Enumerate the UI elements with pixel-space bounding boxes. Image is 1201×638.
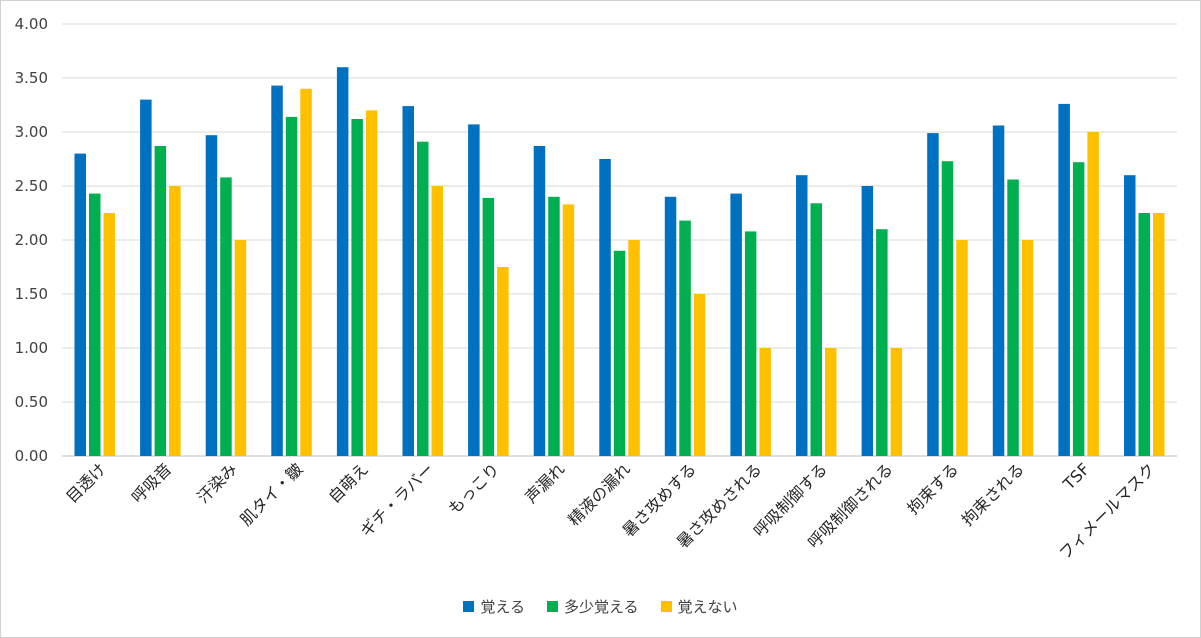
- legend-swatch-0: [463, 601, 475, 612]
- bar-0-14: [992, 125, 1005, 456]
- bar-2-3: [300, 88, 312, 457]
- bar-0-7: [533, 146, 546, 456]
- x-category-label: 声漏れ: [521, 459, 568, 506]
- bar-1-8: [613, 250, 626, 456]
- y-tick-label: 0.00: [15, 447, 48, 465]
- x-category-label: 精液の漏れ: [564, 459, 634, 529]
- bar-0-13: [927, 133, 939, 456]
- bar-1-15: [1072, 162, 1085, 456]
- x-category-label: 目透け: [62, 459, 109, 506]
- bar-0-2: [205, 135, 218, 456]
- bar-0-8: [599, 159, 611, 456]
- y-tick-label: 4.00: [15, 15, 48, 33]
- bar-1-7: [548, 196, 560, 457]
- x-category-label: もっこり: [444, 459, 503, 518]
- legend-label-1: 多少覚える: [563, 598, 639, 616]
- y-tick-label: 2.00: [15, 231, 48, 249]
- bar-1-16: [1138, 213, 1150, 456]
- bar-0-5: [402, 106, 414, 456]
- y-tick-label: 3.00: [15, 123, 48, 141]
- bar-1-6: [482, 197, 495, 456]
- bar-0-6: [468, 124, 480, 457]
- gridlines: [62, 23, 1177, 457]
- bar-1-12: [876, 229, 888, 456]
- bar-2-15: [1087, 132, 1099, 456]
- bar-1-5: [417, 141, 429, 456]
- bar-2-16: [1153, 213, 1165, 456]
- bar-2-0: [103, 213, 115, 456]
- bar-2-10: [759, 348, 771, 456]
- y-tick-label: 1.00: [15, 339, 48, 357]
- bar-0-1: [140, 99, 152, 456]
- bar-1-9: [679, 220, 691, 456]
- bar-1-4: [351, 119, 363, 456]
- bar-0-0: [74, 153, 86, 456]
- x-category-label: 自萌え: [325, 459, 372, 506]
- x-category-label: 汗染み: [193, 459, 240, 506]
- bar-2-1: [169, 186, 181, 456]
- bar-1-1: [154, 146, 167, 456]
- bar-1-3: [285, 116, 298, 457]
- x-category-label: 拘束される: [958, 459, 1028, 529]
- y-tick-label: 0.50: [15, 393, 48, 411]
- legend-swatch-1: [546, 601, 558, 612]
- bar-2-13: [956, 240, 968, 456]
- bar-1-0: [89, 193, 101, 456]
- bar-0-10: [730, 193, 742, 456]
- bar-2-5: [431, 186, 443, 456]
- bar-2-4: [365, 110, 378, 457]
- bar-2-7: [562, 204, 575, 456]
- bar-0-11: [796, 175, 808, 456]
- bars: [74, 67, 1165, 457]
- bar-1-14: [1007, 179, 1019, 456]
- bar-1-11: [810, 203, 822, 456]
- bar-0-9: [664, 196, 677, 457]
- bar-2-12: [890, 348, 903, 456]
- legend-swatch-2: [660, 601, 672, 612]
- bar-1-10: [744, 231, 757, 456]
- bar-1-2: [220, 177, 232, 456]
- legend-item-2: 覚えない: [660, 596, 738, 617]
- x-category-label: 拘束する: [904, 459, 963, 518]
- legend-item-0: 覚える: [463, 596, 525, 617]
- legend-label-0: 覚える: [480, 598, 525, 616]
- x-category-label: 呼吸音: [128, 459, 175, 506]
- bar-2-2: [234, 240, 247, 456]
- bar-2-9: [693, 294, 706, 456]
- y-tick-label: 2.50: [15, 177, 48, 195]
- bar-0-16: [1124, 175, 1136, 456]
- bar-0-3: [271, 85, 283, 456]
- bar-0-15: [1058, 103, 1070, 457]
- y-axis-ticks: 0.00 0.50 1.00 1.50 2.00 2.50 3.00 3.50 4.00: [15, 15, 48, 465]
- x-category-label: TSF: [1059, 459, 1094, 494]
- x-category-label: 肌タイ・皺: [236, 459, 306, 529]
- y-tick-label: 1.50: [15, 285, 48, 303]
- legend-label-2: 覚えない: [677, 598, 738, 616]
- bar-2-14: [1021, 240, 1034, 456]
- legend-item-1: 多少覚える: [546, 596, 639, 617]
- bar-0-4: [336, 67, 349, 456]
- bar-2-11: [825, 348, 837, 456]
- bar-1-13: [941, 161, 954, 456]
- legend: 覚える 多少覚える 覚えない: [0, 596, 1201, 617]
- bar-2-8: [628, 240, 640, 456]
- y-tick-label: 3.50: [15, 69, 48, 87]
- bar-0-12: [861, 186, 874, 456]
- bar-2-6: [497, 267, 509, 456]
